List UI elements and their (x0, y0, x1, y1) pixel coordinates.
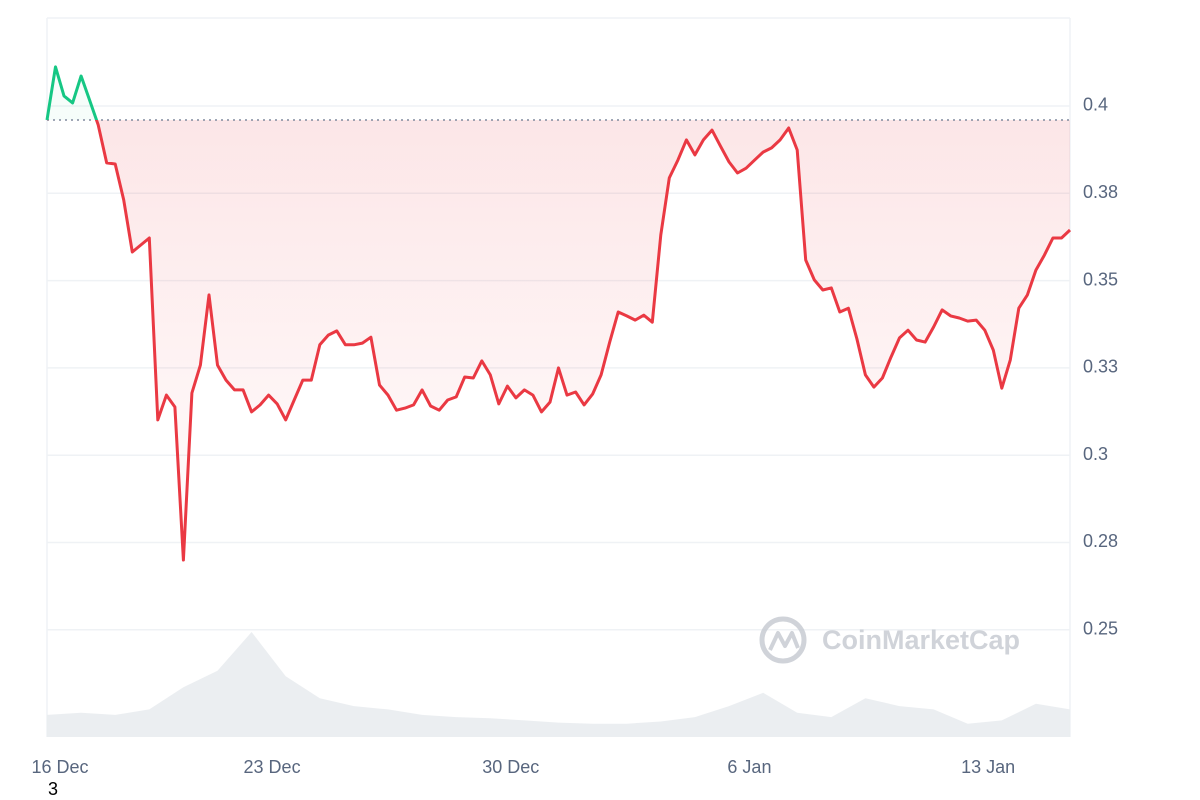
x-tick-label: 30 Dec (482, 757, 539, 777)
y-tick-label: 0.3 (1083, 444, 1108, 464)
footnote: 3 (48, 779, 58, 799)
x-tick-label: 23 Dec (244, 757, 301, 777)
volume-area (47, 632, 1070, 737)
volume (47, 632, 1070, 737)
watermark-text: CoinMarketCap (822, 625, 1020, 655)
y-tick-label: 0.25 (1083, 619, 1118, 639)
plot (45, 65, 1072, 562)
area-below (47, 119, 1070, 560)
x-tick-label: 13 Jan (961, 757, 1015, 777)
y-tick-label: 0.35 (1083, 269, 1118, 289)
x-tick-label: 16 Dec (31, 757, 88, 777)
price-line-down (46, 119, 1072, 562)
y-tick-label: 0.38 (1083, 182, 1118, 202)
y-tick-label: 0.4 (1083, 95, 1108, 115)
watermark: CoinMarketCap (759, 616, 1020, 664)
x-tick-label: 6 Jan (727, 757, 771, 777)
y-tick-label: 0.28 (1083, 531, 1118, 551)
y-tick-label: 0.33 (1083, 357, 1118, 377)
